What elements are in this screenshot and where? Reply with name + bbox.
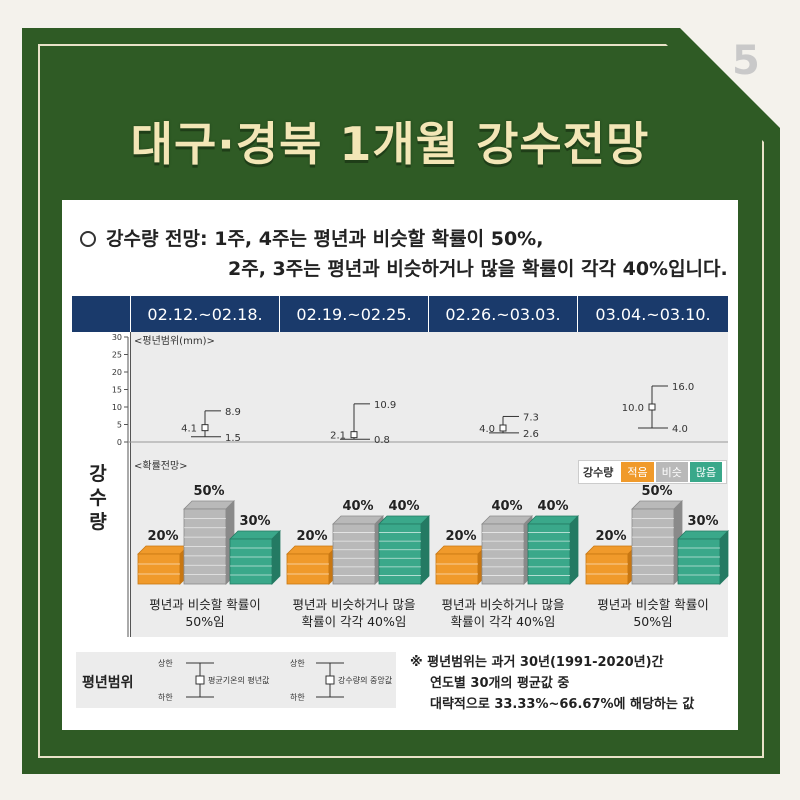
range-chart-bg [131, 332, 728, 452]
caption-line: 50%임 [633, 614, 673, 629]
legend-title: 강수량 [583, 466, 614, 479]
caption-week2: 평년과 비슷하거나 많을 확률이 각각 40%임 [284, 596, 424, 630]
bullet-circle-icon [80, 231, 96, 247]
week-header-4: 03.04.~03.10. [578, 296, 728, 332]
note-line2: 연도별 30개의 평균값 중 [430, 676, 570, 691]
caption-week1: 평년과 비슷할 확률이 50%임 [135, 596, 275, 630]
legend-normal: 비슷 [655, 462, 688, 482]
summary-line2: 2주, 3주는 평년과 비슷하거나 많을 확률이 각각 40%입니다. [228, 258, 728, 280]
note-line3: 대략적으로 33.33%~66.67%에 해당하는 값 [430, 697, 695, 712]
note-line1: ※ 평년범위는 과거 30년(1991-2020년)간 [410, 655, 664, 670]
page-title: 대구·경북 1개월 강수전망 [130, 117, 650, 171]
summary-line1: 강수량 전망: 1주, 4주는 평년과 비슷할 확률이 50%, [106, 228, 544, 250]
prob-legend: 강수량 적음 비슷 많음 [578, 460, 728, 484]
caption-line: 확률이 각각 40%임 [301, 614, 407, 629]
side-column [72, 332, 131, 637]
header-corner [72, 296, 130, 332]
side-label-char: 수 [89, 487, 107, 509]
footnote: ※ 평년범위는 과거 30년(1991-2020년)간 연도별 30개의 평균값… [410, 652, 694, 715]
side-label-char: 량 [89, 511, 107, 533]
caption-line: 확률이 각각 40%임 [450, 614, 556, 629]
page-number: 5 [732, 38, 760, 84]
week-header-1: 02.12.~02.18. [131, 296, 279, 332]
legend-high: 많음 [689, 462, 723, 482]
side-label: 강 수 량 [88, 462, 108, 534]
caption-line: 평년과 비슷하거나 많을 [292, 597, 416, 612]
caption-line: 평년과 비슷하거나 많을 [441, 597, 565, 612]
summary-text: 강수량 전망: 1주, 4주는 평년과 비슷할 확률이 50%, 2주, 3주는… [80, 224, 728, 284]
range-legend-title: 평년범위 [82, 675, 134, 691]
caption-line: 평년과 비슷할 확률이 [597, 597, 709, 612]
side-label-char: 강 [89, 463, 107, 485]
week-header-3: 02.26.~03.03. [429, 296, 577, 332]
caption-line: 50%임 [185, 614, 225, 629]
legend-low: 적음 [621, 462, 654, 482]
frame-border-line [38, 44, 764, 758]
caption-week3: 평년과 비슷하거나 많을 확률이 각각 40%임 [433, 596, 573, 630]
week-header-2: 02.19.~02.25. [280, 296, 428, 332]
range-legend-box [76, 652, 396, 708]
caption-week4: 평년과 비슷할 확률이 50%임 [583, 596, 723, 630]
caption-line: 평년과 비슷할 확률이 [149, 597, 261, 612]
